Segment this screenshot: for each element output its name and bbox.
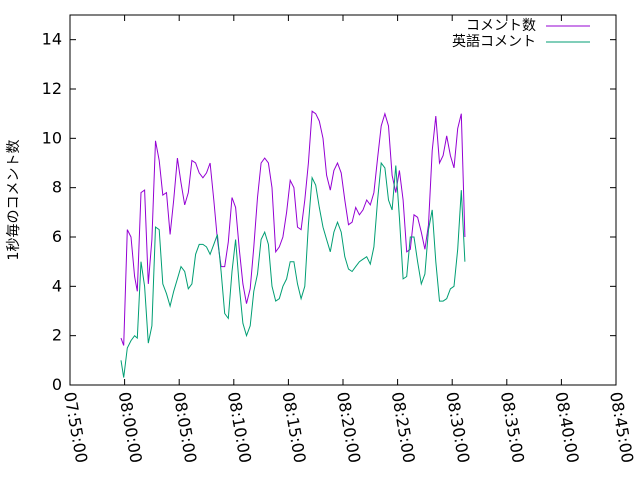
x-tick-label: 08:30:00 (442, 390, 473, 464)
series-layer (120, 110, 466, 378)
legend: コメント数 英語コメント (452, 18, 590, 50)
x-tick-label: 08:35:00 (497, 390, 528, 464)
y-axis-title: 1秒毎のコメント数 (6, 140, 22, 261)
y-tick-label: 2 (52, 326, 62, 345)
x-tick-label: 08:00:00 (115, 390, 146, 464)
y-tick-label: 8 (52, 178, 62, 197)
x-tick-label: 08:45:00 (606, 390, 637, 464)
x-tick-label: 08:20:00 (333, 390, 364, 464)
y-axis: 0 2 4 6 8 10 12 14 (42, 30, 616, 394)
x-tick-label: 08:15:00 (278, 390, 309, 464)
x-tick-label: 08:40:00 (551, 390, 582, 464)
y-tick-label: 14 (42, 30, 62, 49)
x-tick-label: 07:55:00 (60, 390, 91, 464)
y-tick-label: 10 (42, 128, 62, 147)
x-tick-label: 08:05:00 (169, 390, 200, 464)
y-tick-label: 6 (52, 227, 62, 246)
legend-label-english-comments: 英語コメント (452, 33, 536, 50)
y-tick-label: 4 (52, 276, 62, 295)
x-tick-label: 08:25:00 (388, 390, 419, 464)
series-line-1 (120, 161, 466, 378)
y-tick-label: 0 (52, 375, 62, 394)
y-tick-label: 12 (42, 79, 62, 98)
legend-label-comments: コメント数 (466, 18, 536, 34)
plot-frame (69, 14, 617, 386)
series-line-0 (120, 110, 466, 346)
x-tick-label: 08:10:00 (224, 390, 255, 464)
